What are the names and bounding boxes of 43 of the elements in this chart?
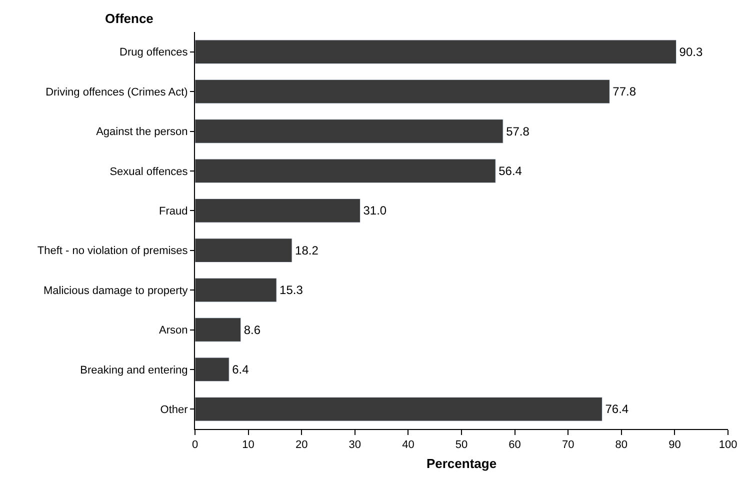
y-axis-title: Offence [105, 11, 154, 26]
bar [195, 238, 292, 263]
x-tick-label: 0 [192, 439, 198, 452]
y-tick-label: Malicious damage to property [44, 284, 188, 297]
x-tick-label: 90 [668, 439, 681, 452]
data-label: 57.8 [506, 124, 530, 138]
data-label: 90.3 [679, 44, 703, 59]
y-tick-label: Sexual offences [110, 166, 188, 178]
data-label: 31.0 [363, 204, 387, 218]
x-axis-title: Percentage [426, 456, 497, 471]
bar [195, 40, 677, 64]
y-tick-label: Other [160, 404, 188, 416]
bar [195, 318, 242, 342]
y-tick-label: Drug offences [120, 46, 188, 59]
bar [195, 119, 504, 144]
x-tick-label: 100 [718, 439, 738, 452]
x-tick-label: 60 [508, 439, 521, 452]
bar [195, 278, 277, 302]
x-tick-label: 80 [615, 439, 628, 452]
bar [195, 158, 496, 184]
y-tick-label: Theft - no violation of premises [37, 245, 188, 258]
x-tick-label: 40 [402, 439, 414, 452]
y-tick-label: Arson [159, 324, 188, 337]
data-label: 18.2 [295, 243, 319, 258]
x-tick-label: 10 [242, 439, 254, 452]
x-tick-label: 30 [348, 439, 362, 452]
x-tick-label: 20 [295, 439, 308, 452]
x-tick-label: 50 [455, 439, 468, 452]
bar [195, 198, 360, 223]
data-label: 6.4 [232, 362, 250, 376]
bar [195, 79, 610, 104]
bar [195, 396, 602, 422]
data-label: 8.6 [244, 322, 261, 337]
y-tick-label: Fraud [159, 206, 188, 218]
data-label: 56.4 [498, 164, 522, 178]
y-tick-label: Against the person [96, 126, 188, 138]
y-tick-label: Breaking and entering [80, 364, 188, 376]
data-label: 77.8 [612, 84, 636, 99]
x-tick-label: 70 [562, 439, 574, 452]
data-label: 76.4 [605, 402, 629, 416]
y-tick-label: Driving offences (Crimes Act) [46, 86, 188, 98]
data-label: 15.3 [280, 283, 304, 298]
bar [195, 357, 230, 382]
